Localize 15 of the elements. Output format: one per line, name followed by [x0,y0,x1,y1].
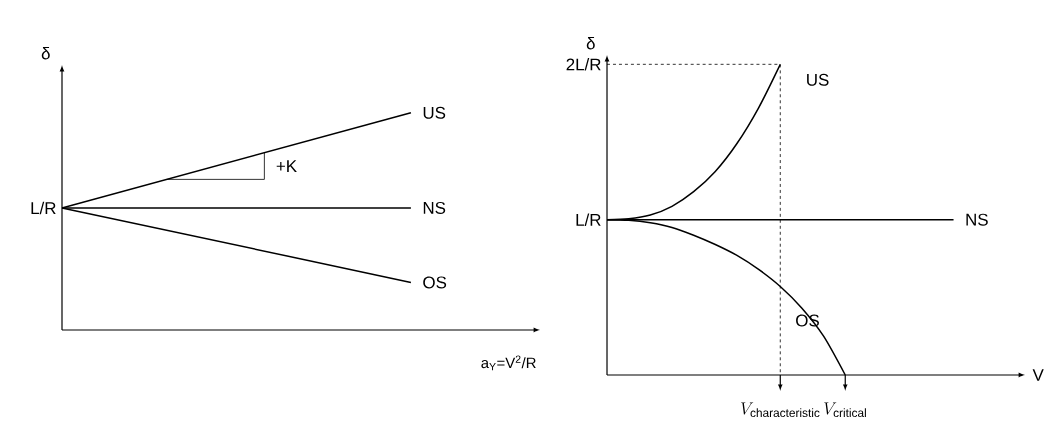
x-axis-title: V [1032,369,1044,381]
text: L/R [576,213,601,226]
series-label: OS [423,276,447,289]
series-label: NS [423,201,446,214]
y-axis-title: δ [41,47,50,60]
annotation: +K [276,160,297,172]
y-axis-title: δ [586,37,595,50]
x-axis-title: a$_{Y}$=V$^{2}$/R [481,355,536,371]
text: $V_{\mathrm{characteristic}}$ [741,402,820,418]
series-label: US [807,73,829,86]
text: $V_{\mathrm{critical}}$ [824,402,866,418]
series-label: NS [966,213,988,226]
text: L/R [31,201,56,215]
series-label: US [423,106,446,119]
text: 2L/R [566,58,601,71]
